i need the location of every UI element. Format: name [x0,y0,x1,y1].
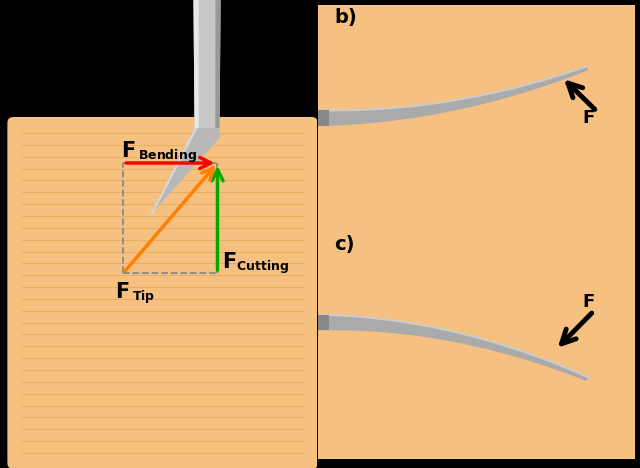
Text: F: F [582,292,595,311]
Polygon shape [193,0,198,128]
Polygon shape [216,0,221,128]
Text: F: F [582,109,595,127]
Bar [318,314,329,330]
FancyBboxPatch shape [315,2,638,234]
FancyBboxPatch shape [315,229,638,461]
Text: c): c) [334,235,355,254]
Text: $\mathbf{F}$: $\mathbf{F}$ [221,252,236,272]
FancyBboxPatch shape [8,117,318,468]
Bar [318,110,329,126]
Polygon shape [318,314,589,381]
Polygon shape [150,128,220,216]
Text: b): b) [334,8,356,27]
Text: $\mathbf{Tip}$: $\mathbf{Tip}$ [132,288,155,305]
Text: $\mathbf{F}$: $\mathbf{F}$ [122,141,136,161]
Text: $\mathbf{Cutting}$: $\mathbf{Cutting}$ [236,258,289,275]
Text: $\mathbf{Bending}$: $\mathbf{Bending}$ [138,147,197,164]
Polygon shape [318,66,589,126]
Polygon shape [150,128,198,216]
Text: $\mathbf{F}$: $\mathbf{F}$ [115,282,129,302]
Polygon shape [193,0,221,128]
